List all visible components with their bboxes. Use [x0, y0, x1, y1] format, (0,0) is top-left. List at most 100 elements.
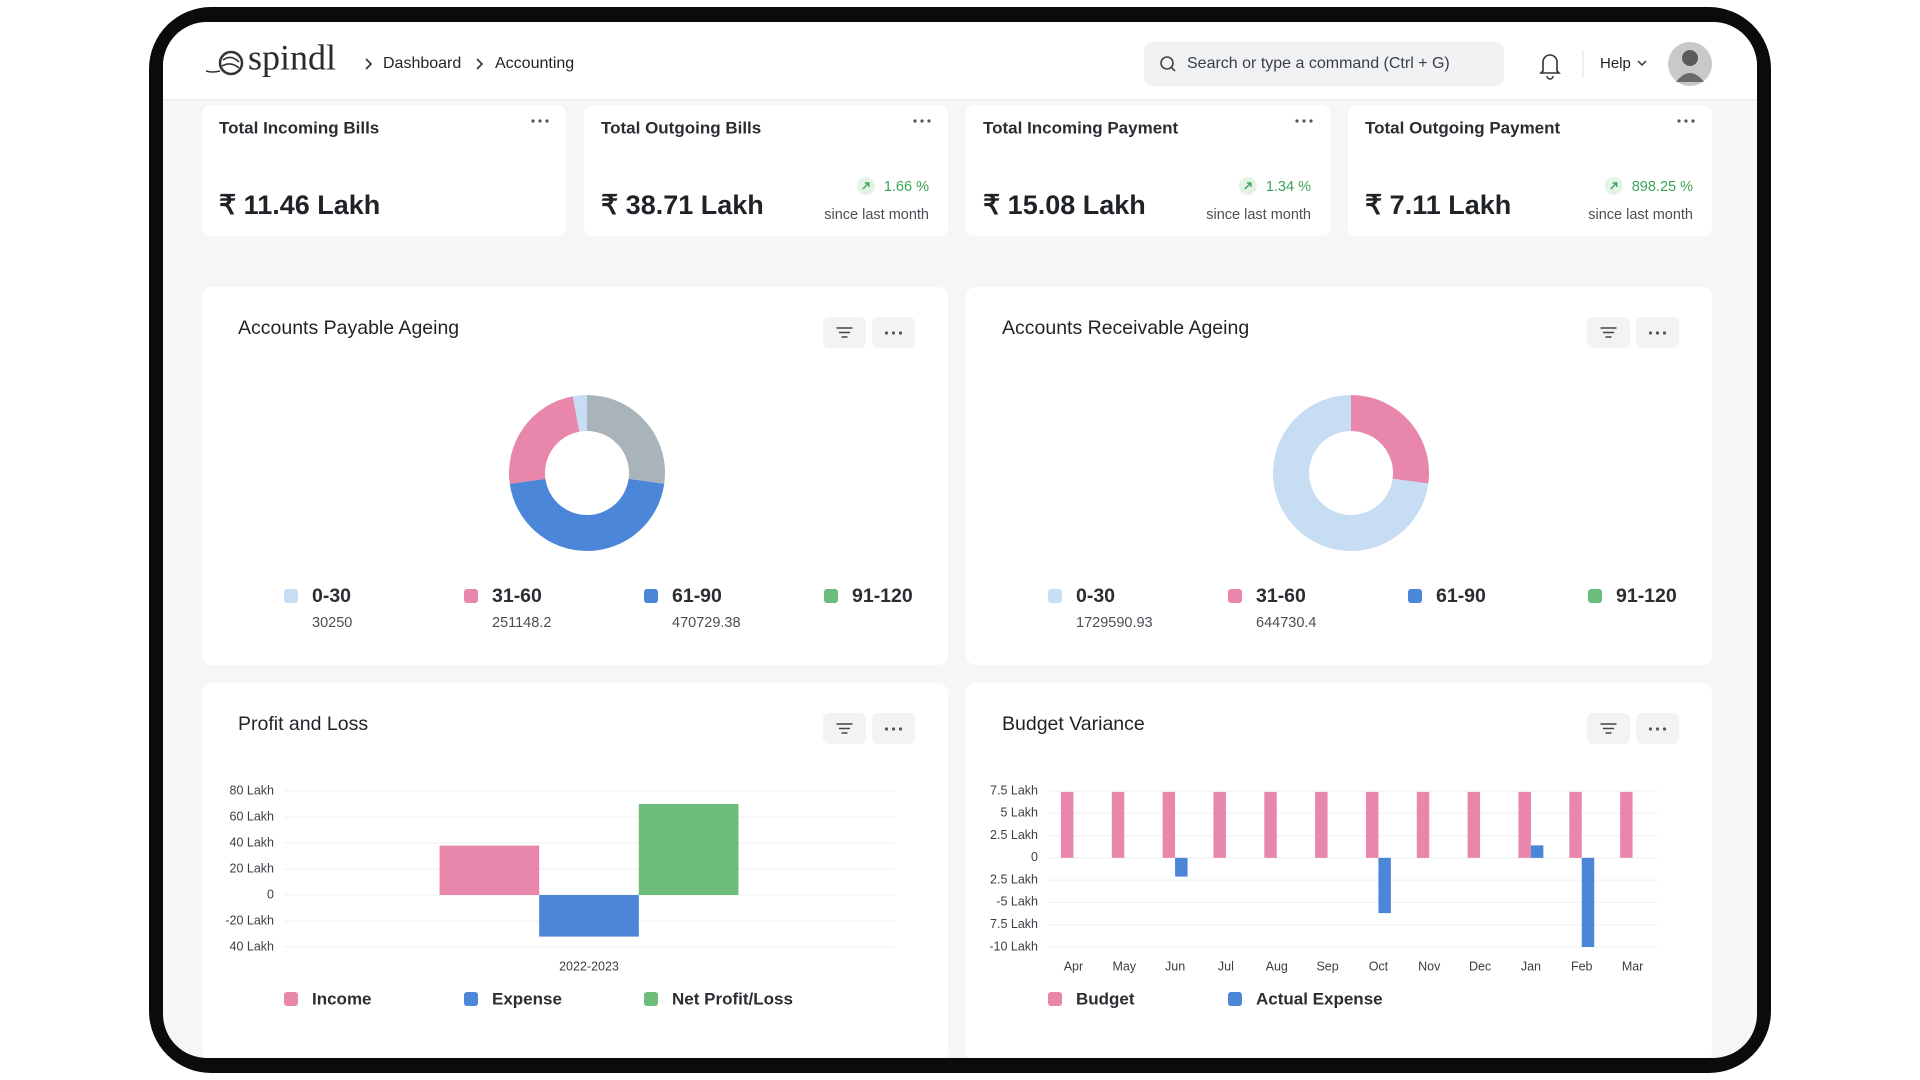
donut-segment: [587, 395, 665, 484]
card-menu: [545, 119, 549, 123]
search-placeholder: Search or type a command (Ctrl + G): [1187, 55, 1450, 72]
card-change-note: since last month: [1206, 207, 1311, 223]
breadcrumb-separator: [365, 58, 373, 70]
donut-segment: [1351, 395, 1429, 484]
card-value: ₹ 38.71 Lakh: [601, 190, 764, 220]
legend-swatch: [644, 589, 658, 603]
more-icon: [1662, 727, 1667, 731]
logo: spindl: [248, 37, 336, 77]
bar: [1467, 791, 1481, 858]
legend-swatch: [284, 992, 298, 1006]
search-box[interactable]: [1144, 42, 1504, 86]
y-tick-label: 0: [1031, 850, 1038, 864]
x-tick-label: May: [1112, 959, 1136, 973]
more-icon: [1655, 727, 1660, 731]
legend-value: 30250: [312, 615, 352, 631]
stat-card: [202, 105, 566, 236]
legend-value: 251148.2: [492, 615, 551, 631]
legend-swatch: [464, 589, 478, 603]
legend-label: 61-90: [1436, 585, 1486, 607]
legend-label: Actual Expense: [1256, 989, 1383, 1008]
help-menu[interactable]: Help: [1600, 55, 1631, 72]
stat-card: [584, 105, 948, 236]
legend-value: 644730.4: [1256, 615, 1316, 631]
more-icon: [898, 331, 903, 335]
donut-segment: [1273, 395, 1429, 551]
stat-card: [966, 105, 1330, 236]
chart-panel: [966, 683, 1712, 1058]
legend-label: 0-30: [312, 585, 351, 607]
trend-arrow: [862, 182, 870, 190]
legend-swatch: [464, 992, 478, 1006]
y-tick-label: 40 Lakh: [230, 835, 275, 849]
x-tick-label: Jun: [1165, 959, 1185, 973]
more-icon: [884, 727, 889, 731]
legend-label: 91-120: [1616, 585, 1677, 607]
legend-label: Budget: [1076, 989, 1135, 1008]
y-tick-label: 60 Lakh: [230, 809, 275, 823]
bar: [1569, 791, 1582, 858]
breadcrumb[interactable]: Accounting: [495, 55, 574, 72]
avatar[interactable]: [1668, 42, 1712, 86]
card-value: ₹ 7.11 Lakh: [1365, 190, 1511, 220]
y-tick-label: -10 Lakh: [989, 939, 1038, 953]
bar: [1060, 791, 1074, 858]
legend-value: 470729.38: [672, 615, 741, 631]
card-title: Total Incoming Payment: [983, 118, 1179, 137]
bar: [1111, 791, 1125, 858]
x-tick-label: Mar: [1622, 959, 1644, 973]
card-title: Total Outgoing Bills: [601, 118, 761, 137]
legend-label: Expense: [492, 989, 562, 1008]
logo-icon: [205, 50, 244, 76]
chart-title: Accounts Payable Ageing: [238, 317, 459, 339]
bar: [1162, 791, 1176, 858]
legend-label: 91-120: [852, 585, 913, 607]
bar: [1620, 791, 1633, 858]
card-value: ₹ 11.46 Lakh: [219, 190, 380, 220]
chart-panel: [202, 287, 948, 665]
chart-title: Accounts Receivable Ageing: [1002, 317, 1249, 339]
x-tick-label: Oct: [1369, 959, 1389, 973]
legend-label: 31-60: [1256, 585, 1306, 607]
card-menu: [913, 119, 917, 123]
legend-swatch: [284, 589, 298, 603]
legend-swatch: [1408, 589, 1422, 603]
x-tick-label: Dec: [1469, 959, 1491, 973]
card-menu: [1295, 119, 1299, 123]
bar: [638, 804, 739, 895]
bar: [1530, 845, 1544, 858]
y-tick-label: 2.5 Lakh: [990, 872, 1038, 886]
notification-bell[interactable]: [1539, 54, 1561, 80]
card-change: 1.34 %: [1266, 179, 1311, 195]
y-tick-label: 40 Lakh: [230, 939, 275, 953]
x-tick-label: Aug: [1266, 959, 1288, 973]
chart-title: Budget Variance: [1002, 713, 1145, 735]
stat-card: [1348, 105, 1712, 236]
more-icon: [891, 331, 896, 335]
more-icon: [891, 727, 896, 731]
legend-swatch: [1228, 589, 1242, 603]
card-title: Total Incoming Bills: [219, 118, 379, 137]
chart-panel: [966, 287, 1712, 665]
legend-swatch: [1588, 589, 1602, 603]
bar: [1518, 791, 1531, 858]
y-tick-label: -5 Lakh: [996, 895, 1038, 909]
bar: [439, 845, 540, 895]
breadcrumb[interactable]: Dashboard: [383, 55, 461, 72]
y-tick-label: 2.5 Lakh: [990, 828, 1038, 842]
legend-swatch: [1228, 992, 1242, 1006]
card-change: 898.25 %: [1632, 179, 1693, 195]
x-tick-label: Nov: [1418, 959, 1441, 973]
card-menu: [531, 119, 535, 123]
donut-segment: [509, 478, 665, 551]
more-icon: [1655, 331, 1660, 335]
card-change-note: since last month: [824, 207, 929, 223]
x-tick-label: Jul: [1218, 959, 1234, 973]
y-tick-label: 5 Lakh: [1000, 806, 1038, 820]
card-menu: [1691, 119, 1695, 123]
legend-swatch: [1048, 992, 1062, 1006]
card-menu: [1302, 119, 1306, 123]
donut-segment: [508, 396, 580, 484]
